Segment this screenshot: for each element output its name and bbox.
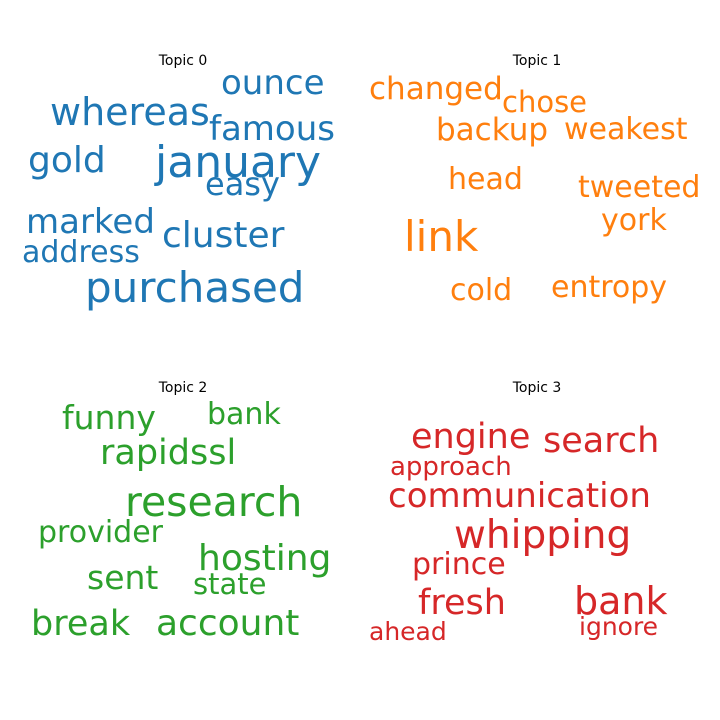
topic-3-word: search	[543, 421, 660, 461]
topic-1-word: weakest	[564, 112, 688, 147]
topic-3-word: ahead	[369, 617, 447, 646]
topic-2-word: rapidssl	[100, 433, 237, 473]
topic-0-word: january	[155, 137, 322, 188]
topic-title-1: Topic 1	[512, 53, 562, 69]
topic-3-word: approach	[390, 452, 512, 482]
topic-1-word: chose	[502, 85, 588, 119]
topic-2-word: funny	[62, 398, 156, 437]
topic-1-word: york	[601, 203, 667, 238]
topic-3-word: communication	[388, 476, 651, 516]
topic-3-word: fresh	[418, 583, 506, 623]
topic-3-word: bank	[574, 579, 668, 623]
topic-2-word: bank	[207, 397, 281, 432]
topic-1-word: tweeted	[578, 170, 701, 205]
topic-2-word: account	[156, 603, 300, 644]
topic-0-word: marked	[26, 202, 155, 242]
topic-3-word: whipping	[454, 513, 632, 558]
topic-2-word: break	[31, 604, 131, 644]
topic-1-word: backup	[436, 112, 549, 148]
topic-0-word: address	[22, 235, 140, 270]
topic-0-word: whereas	[50, 90, 210, 134]
topic-0-word: gold	[28, 140, 106, 181]
topic-2-word: state	[193, 567, 267, 601]
topic-0-word: easy	[205, 165, 280, 203]
topic-title-2: Topic 2	[158, 380, 208, 396]
topic-3-word: engine	[411, 417, 531, 457]
topic-1-word: changed	[369, 71, 503, 107]
topic-0-word: ounce	[221, 63, 325, 103]
topic-0-word: famous	[209, 109, 335, 149]
topic-3-word: ignore	[579, 612, 659, 641]
topic-0-word: purchased	[85, 263, 305, 312]
topic-0-word: cluster	[162, 215, 285, 256]
topic-2-word: research	[125, 478, 303, 526]
topic-2-word: provider	[38, 515, 163, 550]
topic-1-word: head	[448, 162, 523, 197]
topic-title-3: Topic 3	[512, 380, 562, 396]
topic-1-word: link	[404, 212, 479, 261]
topic-3-word: prince	[412, 547, 506, 582]
topic-1-word: entropy	[551, 270, 668, 305]
topic-1-word: cold	[450, 273, 513, 308]
topic-title-0: Topic 0	[158, 53, 208, 69]
topic-2-word: sent	[87, 558, 159, 597]
topic-2-word: hosting	[198, 538, 332, 579]
